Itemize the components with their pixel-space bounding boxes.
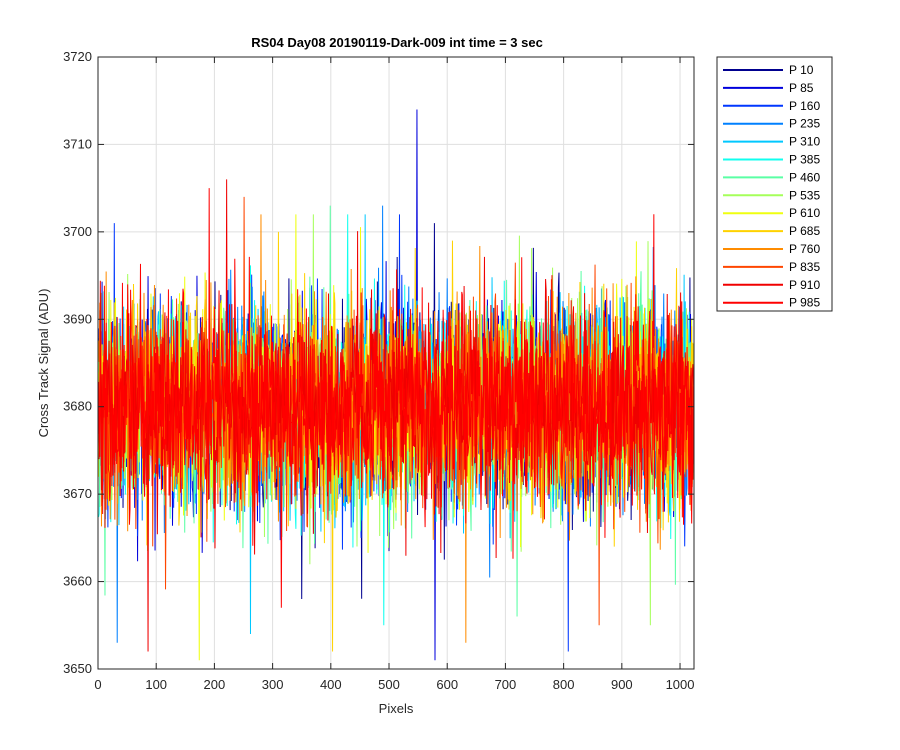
y-tick-label: 3710 [63,136,92,151]
legend-label: P 235 [789,117,820,131]
x-tick-label: 200 [204,677,226,692]
x-axis-label: Pixels [379,701,414,716]
legend-box [716,56,833,312]
legend-label: P 460 [789,170,820,184]
legend-entry: P 760 [723,242,820,256]
legend-label: P 385 [789,153,820,167]
legend-entry: P 835 [723,260,820,274]
legend-label: P 985 [789,296,820,310]
legend: P 10 P 85 P 160 P 235 P 310 P 385 P 460 P 535 P … [716,56,833,312]
legend-entry: P 10 [723,63,814,77]
y-tick-label: 3670 [63,486,92,501]
x-tick-label: 1000 [666,677,695,692]
legend-label: P 310 [789,135,820,149]
y-axis: 3650 3660 3670 3680 3690 3700 3710 3720 [63,49,694,676]
legend-entry: P 310 [723,135,820,149]
x-tick-label: 500 [378,677,400,692]
y-tick-label: 3690 [63,311,92,326]
legend-entry: P 85 [723,81,814,95]
legend-entry: P 910 [723,278,820,292]
x-tick-label: 700 [495,677,517,692]
legend-label: P 85 [789,81,814,95]
x-tick-label: 800 [553,677,575,692]
legend-label: P 10 [789,63,814,77]
y-tick-label: 3680 [63,399,92,414]
x-tick-label: 100 [145,677,167,692]
y-tick-label: 3720 [63,49,92,64]
series-layer [98,109,695,661]
legend-label: P 910 [789,278,820,292]
y-tick-label: 3700 [63,224,92,239]
legend-label: P 760 [789,242,820,256]
legend-label: P 610 [789,206,820,220]
legend-entry: P 160 [723,99,820,113]
legend-entry: P 535 [723,188,820,202]
chart-title: RS04 Day08 20190119-Dark-009 int time = … [251,35,543,50]
plot-frame [97,56,695,670]
x-tick-label: 900 [611,677,633,692]
legend-entry: P 685 [723,224,820,238]
y-tick-label: 3650 [63,661,92,676]
legend-label: P 160 [789,99,820,113]
legend-label: P 835 [789,260,820,274]
legend-entry: P 235 [723,117,820,131]
legend-entry: P 610 [723,206,820,220]
legend-entry: P 985 [723,296,820,310]
y-tick-label: 3660 [63,574,92,589]
x-tick-label: 0 [94,677,101,692]
y-axis-label: Cross Track Signal (ADU) [36,289,51,438]
series-line [98,188,695,608]
legend-entry: P 385 [723,153,820,167]
legend-entry: P 460 [723,170,820,184]
x-tick-label: 300 [262,677,284,692]
legend-label: P 535 [789,188,820,202]
x-tick-label: 600 [436,677,458,692]
x-tick-label: 400 [320,677,342,692]
legend-label: P 685 [789,224,820,238]
x-axis: 0 100 200 300 400 500 600 700 800 900 1000 [94,57,694,692]
